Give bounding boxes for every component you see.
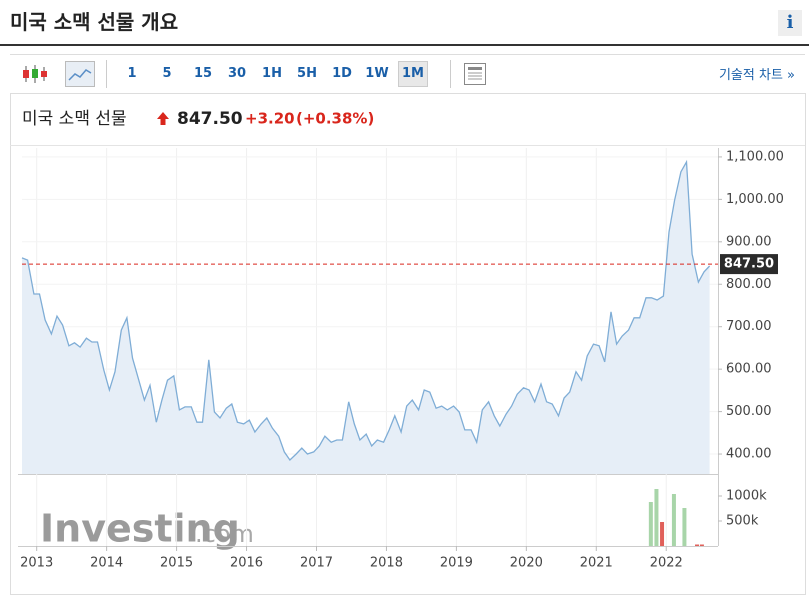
volume-bar (699, 544, 704, 546)
technical-chart-link[interactable]: 기술적 차트 » (718, 68, 795, 83)
interval-button[interactable]: 5 (162, 66, 172, 81)
y-tick-label: 400.00 (726, 447, 772, 462)
volume-bar (660, 522, 665, 546)
y-tick-label: 500k (726, 514, 759, 529)
x-tick-label: 2018 (370, 556, 403, 571)
volume-bar (695, 544, 700, 546)
separator (450, 60, 451, 88)
x-tick-label: 2017 (300, 556, 333, 571)
toolbar: 1 5 15 30 1H 5H 1D 1W 1M 기술적 차트 » (10, 54, 805, 94)
watermark-brand: Investing (40, 507, 240, 551)
last-price-label: 847.50 (724, 257, 774, 272)
interval-button[interactable]: 30 (227, 66, 247, 81)
volume-bar (648, 502, 653, 546)
separator (106, 60, 107, 88)
x-tick-label: 2013 (20, 556, 53, 571)
y-tick-label: 700.00 (726, 319, 772, 334)
price-line (21, 159, 711, 461)
volume-bar (654, 489, 659, 546)
y-tick-label: 800.00 (726, 277, 772, 292)
area-icon[interactable] (65, 61, 95, 87)
watermark-domain: .com (195, 520, 254, 548)
interval-button[interactable]: 1W (365, 66, 389, 81)
x-tick-label: 2019 (440, 556, 473, 571)
volume-bar (682, 508, 687, 546)
candle-icon[interactable] (20, 63, 50, 85)
volume-bar (671, 494, 676, 546)
quote-price: 847.50 (177, 109, 243, 129)
interval-button[interactable]: 15 (193, 66, 213, 81)
info-button[interactable]: i (778, 10, 802, 36)
y-tick-label: 500.00 (726, 404, 772, 419)
quote-name: 미국 소맥 선물 (22, 109, 127, 129)
y-tick-label: 600.00 (726, 362, 772, 377)
table-icon[interactable] (463, 62, 487, 86)
quote-change: +3.20 (245, 110, 295, 128)
x-tick-label: 2014 (90, 556, 123, 571)
y-tick-label: 1,000.00 (726, 192, 784, 207)
page-title: 미국 소맥 선물 개요 (10, 10, 179, 34)
interval-button[interactable]: 1M (398, 61, 428, 87)
chart-frame (10, 93, 806, 595)
x-tick-label: 2016 (230, 556, 263, 571)
interval-button[interactable]: 5H (297, 66, 317, 81)
x-tick-label: 2022 (650, 556, 683, 571)
x-tick-label: 2020 (510, 556, 543, 571)
y-tick-label: 1,100.00 (726, 149, 784, 164)
x-tick-label: 2015 (160, 556, 193, 571)
interval-button[interactable]: 1D (332, 66, 352, 81)
quote-change-percent: (+0.38%) (296, 110, 374, 128)
last-price-box (720, 254, 778, 275)
interval-button[interactable]: 1 (127, 66, 137, 81)
x-tick-label: 2021 (580, 556, 613, 571)
up-arrow (157, 112, 169, 125)
y-tick-label: 1000k (726, 489, 767, 504)
y-tick-label: 900.00 (726, 234, 772, 249)
interval-button[interactable]: 1H (262, 66, 282, 81)
header-rule (0, 44, 809, 46)
area-fill (22, 162, 710, 474)
